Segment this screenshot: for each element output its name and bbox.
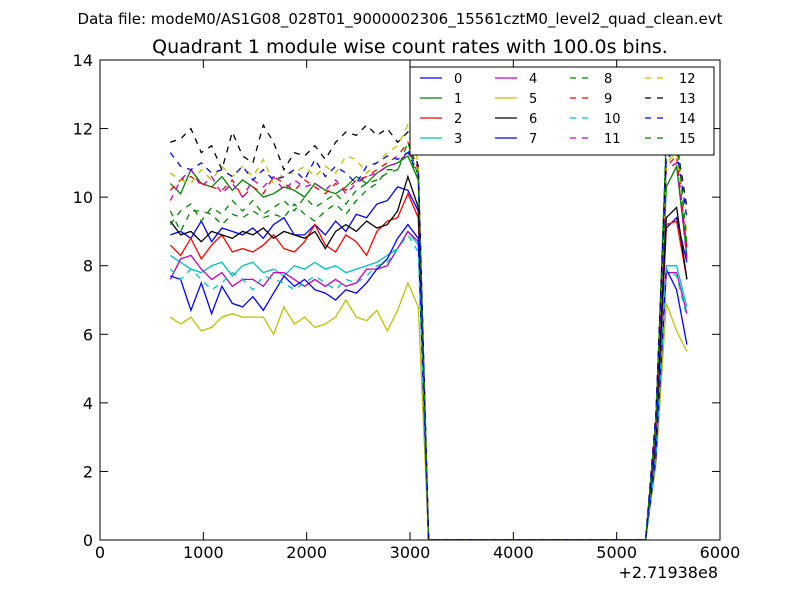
x-tick-label: 2000 bbox=[286, 543, 327, 562]
legend-label-1: 1 bbox=[454, 92, 462, 107]
legend-label-6: 6 bbox=[529, 112, 537, 127]
series-line-15 bbox=[169, 127, 688, 540]
legend-label-10: 10 bbox=[604, 112, 621, 127]
x-tick-label: 4000 bbox=[493, 543, 534, 562]
series-line-14 bbox=[169, 147, 688, 540]
series-line-11 bbox=[169, 151, 688, 540]
x-tick-label: 0 bbox=[95, 543, 105, 562]
legend-label-15: 15 bbox=[679, 132, 696, 147]
chart-title: Quadrant 1 module wise count rates with … bbox=[152, 36, 668, 58]
legend-label-8: 8 bbox=[604, 72, 612, 87]
y-tick-label: 8 bbox=[83, 257, 93, 276]
legend-box bbox=[409, 66, 715, 156]
legend-label-9: 9 bbox=[604, 92, 612, 107]
legend-label-7: 7 bbox=[529, 132, 537, 147]
legend-label-5: 5 bbox=[529, 92, 537, 107]
legend-label-12: 12 bbox=[679, 72, 696, 87]
chart-suptitle: Data file: modeM0/AS1G08_028T01_90000023… bbox=[78, 10, 723, 29]
series-line-12 bbox=[169, 123, 688, 540]
series-line-1 bbox=[169, 155, 688, 540]
y-tick-label: 4 bbox=[83, 394, 93, 413]
legend-label-13: 13 bbox=[679, 92, 696, 107]
y-tick-label: 2 bbox=[83, 462, 93, 481]
series-line-10 bbox=[169, 233, 688, 540]
series-layer bbox=[169, 123, 688, 540]
legend-label-11: 11 bbox=[604, 132, 621, 147]
x-tick-label: 1000 bbox=[183, 543, 224, 562]
series-line-3 bbox=[169, 230, 688, 540]
x-tick-label: 6000 bbox=[700, 543, 741, 562]
series-line-2 bbox=[169, 192, 688, 540]
x-offset-label: +2.71938e8 bbox=[618, 563, 718, 582]
series-line-6 bbox=[169, 174, 688, 540]
series-line-9 bbox=[169, 140, 688, 540]
legend-label-0: 0 bbox=[454, 72, 462, 87]
series-line-7 bbox=[170, 223, 688, 540]
y-tick-label: 6 bbox=[83, 325, 93, 344]
series-line-13 bbox=[170, 123, 688, 540]
series-line-4 bbox=[169, 230, 688, 540]
legend-label-3: 3 bbox=[454, 132, 462, 147]
y-tick-label: 10 bbox=[73, 188, 93, 207]
series-line-5 bbox=[169, 281, 688, 540]
series-line-0 bbox=[170, 186, 688, 540]
x-tick-label: 5000 bbox=[596, 543, 637, 562]
y-tick-label: 12 bbox=[73, 120, 93, 139]
series-line-8 bbox=[169, 130, 688, 540]
y-tick-label: 14 bbox=[73, 51, 93, 70]
y-tick-label: 0 bbox=[83, 531, 93, 550]
legend-label-2: 2 bbox=[454, 112, 462, 127]
x-tick-label: 3000 bbox=[390, 543, 431, 562]
legend-label-4: 4 bbox=[529, 72, 537, 87]
legend-label-14: 14 bbox=[679, 112, 696, 127]
